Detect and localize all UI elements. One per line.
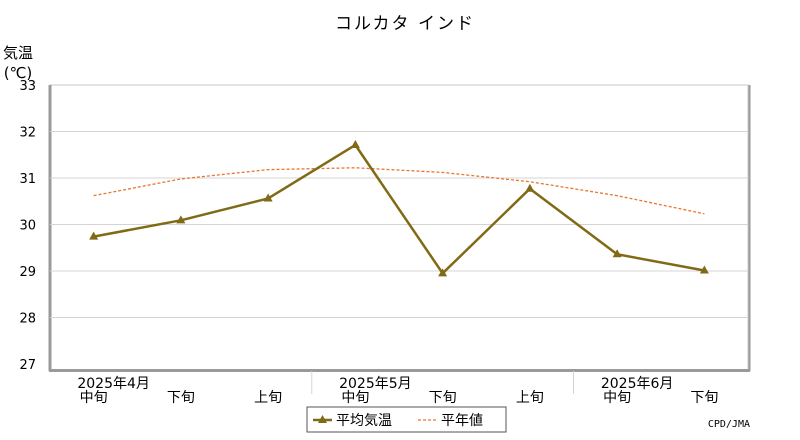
data-point-marker	[699, 265, 709, 274]
x-tick-label: 上旬	[516, 390, 544, 406]
month-label: 2025年6月	[601, 376, 674, 392]
series-layer	[89, 139, 709, 277]
x-tick-label: 中旬	[80, 390, 108, 406]
x-tick-label: 中旬	[603, 390, 631, 406]
y-axis-unit: (℃)	[4, 64, 33, 82]
x-tick-label: 下旬	[167, 390, 195, 406]
data-point-marker	[263, 193, 273, 202]
y-axis-label: 気温	[3, 44, 33, 62]
x-tick-label: 上旬	[254, 390, 282, 406]
legend-triangle-icon	[318, 415, 327, 423]
y-tick-label: 27	[19, 358, 36, 373]
legend-entry-normal: 平年値	[441, 413, 483, 429]
chart-title: コルカタ インド	[335, 14, 475, 34]
x-tick-label: 下旬	[690, 390, 718, 406]
month-label: 2025年5月	[339, 376, 412, 392]
normal-temperature-line	[93, 167, 705, 215]
legend-entry-actual: 平均気温	[336, 413, 392, 429]
data-point-marker	[176, 215, 186, 224]
x-tick-label: 中旬	[341, 390, 369, 406]
data-point-marker	[525, 183, 535, 192]
y-tick-label: 31	[19, 172, 36, 187]
y-tick-label: 28	[19, 312, 36, 327]
grid-lines	[50, 131, 748, 318]
x-tick-label: 下旬	[429, 390, 457, 406]
legend: 平均気温 平年値	[306, 406, 507, 433]
x-axis: 中旬 下旬 上旬 中旬 下旬 上旬 中旬 下旬 2025年4月 2025年5月 2025年6月	[77, 371, 718, 406]
source-credit: CPD/JMA	[707, 419, 750, 430]
y-tick-label: 29	[19, 265, 36, 280]
data-point-marker	[89, 231, 99, 240]
data-point-marker	[438, 268, 448, 277]
data-point-marker	[612, 249, 622, 258]
month-label: 2025年4月	[77, 376, 150, 392]
data-point-marker	[350, 139, 360, 148]
y-axis-ticks: 27 28 29 30 31 32 33	[19, 79, 36, 373]
y-tick-label: 33	[19, 79, 36, 94]
plot-area	[48, 84, 751, 372]
average-temperature-line	[93, 143, 705, 275]
y-tick-label: 30	[19, 219, 36, 234]
y-tick-label: 32	[19, 126, 36, 141]
